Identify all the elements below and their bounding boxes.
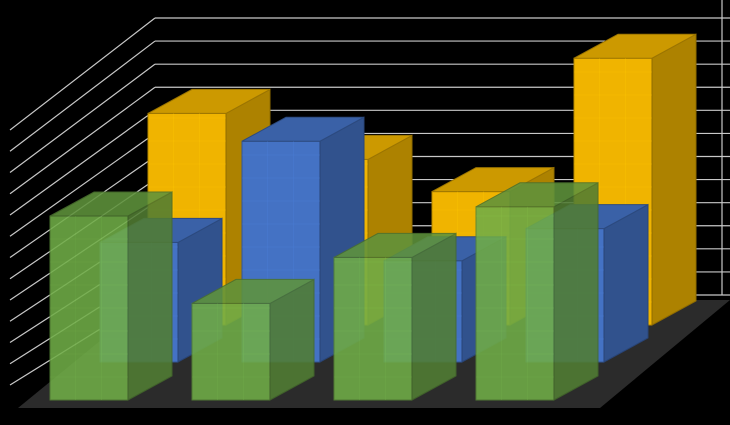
gridline-side [9, 17, 156, 131]
gridline-side [9, 40, 156, 152]
bar-3-1 [49, 191, 173, 401]
gridline-side [9, 132, 156, 237]
bar-3-2 [191, 278, 315, 401]
gridline-side [9, 86, 156, 195]
bars-group [49, 33, 697, 401]
gridline-side [9, 63, 156, 173]
gridline-side [9, 109, 156, 216]
bar-3-3 [333, 232, 457, 401]
bar-3-4 [475, 181, 599, 401]
